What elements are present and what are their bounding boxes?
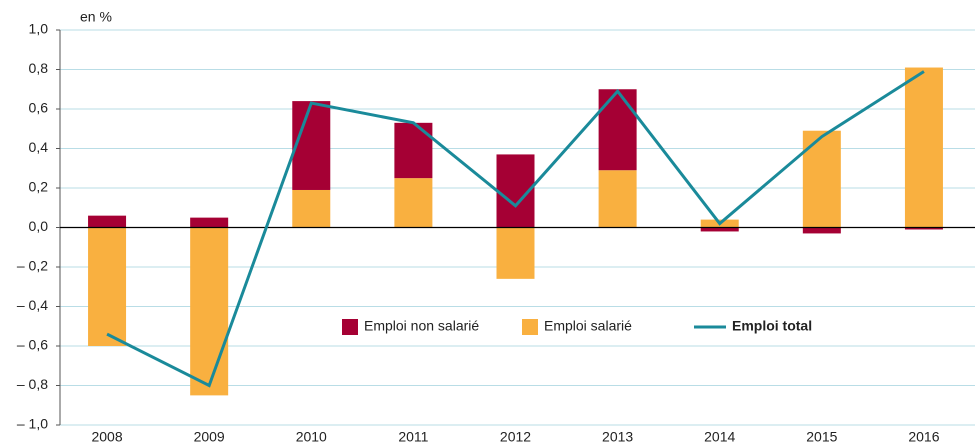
bar <box>292 189 331 228</box>
x-tick-label: 2008 <box>91 429 122 445</box>
legend-label: Emploi non salarié <box>364 318 479 334</box>
legend-swatch <box>522 319 538 335</box>
legend-label: Emploi salarié <box>544 318 632 334</box>
y-tick-label: – 0,2 <box>17 258 48 274</box>
bar <box>88 227 127 346</box>
y-tick-label: 0,8 <box>29 60 49 76</box>
bar <box>802 130 841 228</box>
legend-label: Emploi total <box>732 318 812 334</box>
y-tick-label: – 0,6 <box>17 337 48 353</box>
y-tick-label: 1,0 <box>29 21 49 37</box>
y-tick-label: – 0,4 <box>17 297 48 313</box>
bar <box>190 217 229 228</box>
x-tick-label: 2016 <box>908 429 939 445</box>
x-tick-label: 2010 <box>296 429 327 445</box>
bar <box>700 227 739 232</box>
y-tick-label: 0,4 <box>29 139 49 155</box>
x-tick-label: 2013 <box>602 429 633 445</box>
y-tick-label: 0,6 <box>29 100 49 116</box>
x-tick-label: 2012 <box>500 429 531 445</box>
y-tick-label: – 1,0 <box>17 416 48 432</box>
y-tick-label: 0,2 <box>29 179 49 195</box>
bar <box>394 178 433 228</box>
bar <box>292 101 331 190</box>
bar <box>190 227 229 396</box>
x-tick-label: 2011 <box>398 429 428 445</box>
x-tick-label: 2015 <box>806 429 837 445</box>
y-tick-label: 0,0 <box>29 218 49 234</box>
bar <box>598 89 637 171</box>
y-tick-label: – 0,8 <box>17 376 48 392</box>
bar <box>394 122 433 179</box>
bar <box>904 227 943 230</box>
bar <box>904 67 943 228</box>
x-tick-label: 2014 <box>704 429 735 445</box>
y-axis-label: en % <box>80 9 112 25</box>
bar <box>598 170 637 228</box>
x-tick-label: 2009 <box>194 429 225 445</box>
bar <box>802 227 841 234</box>
legend-swatch <box>342 319 358 335</box>
bar <box>88 215 127 228</box>
bar <box>496 227 535 279</box>
line <box>106 70 925 388</box>
